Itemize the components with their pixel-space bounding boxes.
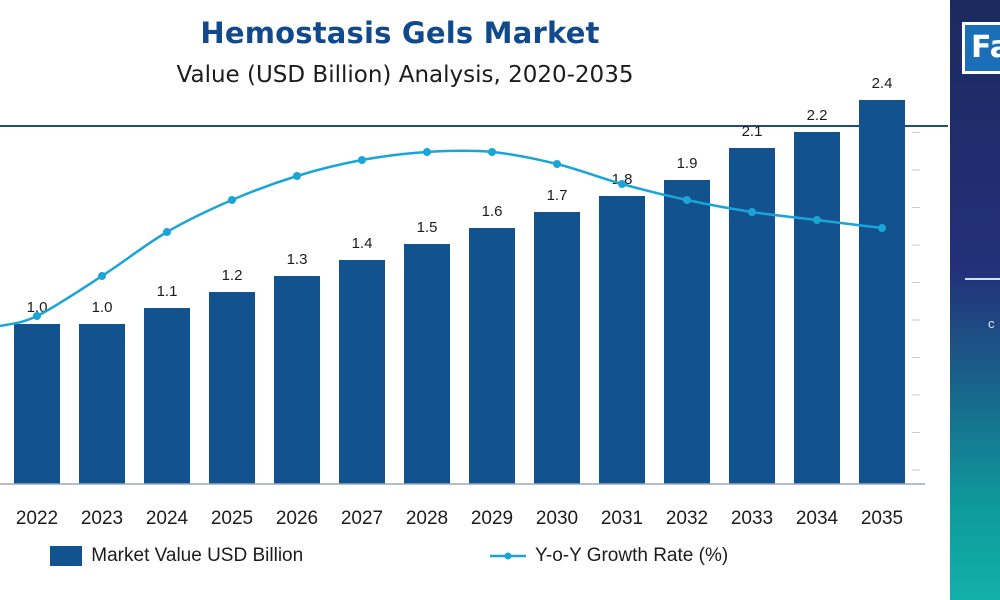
growth-point-2030: [553, 160, 561, 168]
x-label-2028: 2028: [406, 508, 448, 529]
growth-point-2022: [33, 312, 41, 320]
bar-label-2023: 1.0: [92, 299, 113, 316]
bar-label-2033: 2.1: [742, 123, 763, 140]
bar-2035: [859, 100, 905, 484]
sidebar-mark: c: [988, 316, 995, 331]
bar-2028: [404, 244, 450, 484]
growth-point-2029: [488, 148, 496, 156]
growth-point-2028: [423, 148, 431, 156]
growth-line-group: [0, 148, 886, 328]
bar-label-2025: 1.2: [222, 267, 243, 284]
growth-point-2031: [618, 180, 626, 188]
x-label-2030: 2030: [536, 508, 578, 529]
bar-2023: [79, 324, 125, 484]
bar-label-2029: 1.6: [482, 203, 503, 220]
x-label-2022: 2022: [16, 508, 58, 529]
growth-point-2034: [813, 216, 821, 224]
x-label-2034: 2034: [796, 508, 839, 529]
bar-label-2024: 1.1: [157, 283, 178, 300]
bar-label-2035: 2.4: [872, 75, 893, 92]
bar-2033: [729, 148, 775, 484]
growth-point-2035: [878, 224, 886, 232]
x-label-2023: 2023: [81, 508, 123, 529]
legend-line-swatch: [490, 546, 526, 566]
growth-point-2023: [98, 272, 106, 280]
x-label-2029: 2029: [471, 508, 513, 529]
bar-label-2027: 1.4: [352, 235, 373, 252]
right-axis-ticks: [912, 132, 920, 471]
growth-point-2033: [748, 208, 756, 216]
bar-2032: [664, 180, 710, 484]
bar-2030: [534, 212, 580, 484]
bar-label-2034: 2.2: [807, 107, 828, 124]
x-label-2033: 2033: [731, 508, 773, 529]
sidebar-divider: [965, 278, 1000, 280]
bar-2024: [144, 308, 190, 484]
legend-bar-swatch: [50, 545, 82, 566]
growth-point-2026: [293, 172, 301, 180]
growth-point-2024: [163, 228, 171, 236]
x-label-2024: 2024: [146, 508, 189, 529]
growth-point-2025: [228, 196, 236, 204]
bar-2031: [599, 196, 645, 484]
bar-2026: [274, 276, 320, 484]
brand-logo: Fa: [962, 22, 1000, 74]
x-axis-labels: 2022 2023 2024 2025 2026 2027 2028 2029 2030 2031…: [16, 508, 903, 529]
x-label-2035: 2035: [861, 508, 903, 529]
brand-sidebar: [950, 0, 1000, 600]
bar-label-2032: 1.9: [677, 155, 698, 172]
chart-subtitle: Value (USD Billion) Analysis, 2020-2035: [176, 62, 634, 88]
legend-bars-label: Market Value USD Billion: [91, 545, 304, 566]
bar-2034: [794, 132, 840, 484]
growth-point-2032: [683, 196, 691, 204]
legend-line-label: Y-o-Y Growth Rate (%): [534, 545, 729, 566]
bar-label-2028: 1.5: [417, 219, 438, 236]
growth-point-2027: [358, 156, 366, 164]
x-label-2027: 2027: [341, 508, 383, 529]
bar-2025: [209, 292, 255, 484]
legend-line: Y-o-Y Growth Rate (%): [490, 545, 728, 567]
x-label-2025: 2025: [211, 508, 253, 529]
bar-2029: [469, 228, 515, 484]
bar-labels-group: 1.0 1.01.11.21.31.41.51.61.71.81.92.12.22…: [27, 75, 893, 316]
bar-label-2030: 1.7: [547, 187, 568, 204]
bar-label-2022: 1.0: [27, 299, 48, 316]
x-label-2031: 2031: [601, 508, 643, 529]
bar-2027: [339, 260, 385, 484]
bars-group: [14, 100, 905, 484]
x-label-2032: 2032: [666, 508, 708, 529]
bar-label-2026: 1.3: [287, 251, 308, 268]
x-label-2026: 2026: [276, 508, 318, 529]
legend-bars: Market Value USD Billion: [50, 545, 303, 567]
chart-title: Hemostasis Gels Market: [200, 16, 600, 50]
bar-2022: [14, 324, 60, 484]
